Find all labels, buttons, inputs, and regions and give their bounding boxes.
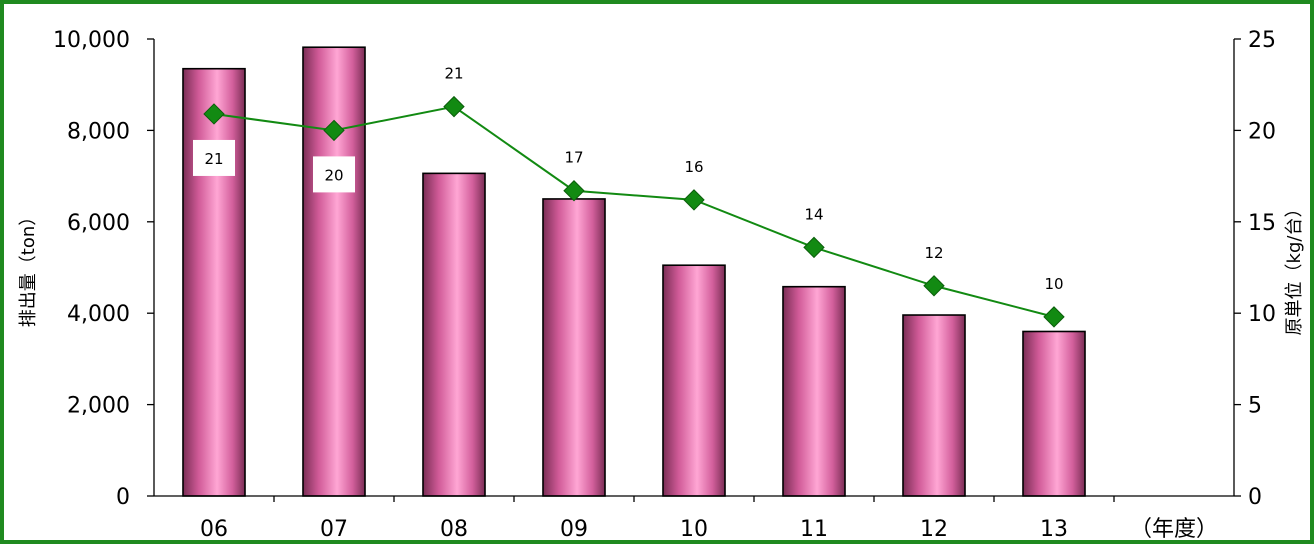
data-label: 21 xyxy=(204,150,223,168)
line-marker-12 xyxy=(923,275,945,297)
line-marker-10 xyxy=(683,189,705,211)
x-tick-label: 10 xyxy=(680,517,708,542)
bar-12 xyxy=(902,314,966,497)
bar-07 xyxy=(302,46,366,497)
data-label: 12 xyxy=(924,244,943,262)
bar-11 xyxy=(782,285,846,497)
y-tick-label-right: 20 xyxy=(1248,119,1276,144)
line-marker-07 xyxy=(323,119,345,142)
bar-08 xyxy=(422,172,486,497)
x-tick-label: 06 xyxy=(200,517,228,542)
line-marker-11 xyxy=(803,236,825,259)
x-tick-label: 12 xyxy=(920,517,948,542)
axes-group xyxy=(147,38,1241,502)
x-tick-label: 07 xyxy=(320,517,348,542)
y-axis-title-left: 排出量（ton） xyxy=(18,208,39,327)
x-tick-label: 13 xyxy=(1040,517,1068,542)
y-tick-label-left: 4,000 xyxy=(67,302,130,327)
y-tick-label-right: 25 xyxy=(1248,28,1276,53)
data-label: 17 xyxy=(564,149,583,167)
line-marker-09 xyxy=(563,180,585,202)
bar-06 xyxy=(182,67,246,497)
y-tick-label-left: 10,000 xyxy=(53,28,130,53)
x-tick-label: 09 xyxy=(560,517,588,542)
line-series xyxy=(213,105,1055,318)
bars-group xyxy=(182,46,1086,497)
y-tick-label-left: 6,000 xyxy=(67,211,130,236)
line-marker-13 xyxy=(1043,306,1065,328)
y-tick-label-right: 10 xyxy=(1248,302,1276,327)
y-tick-label-left: 2,000 xyxy=(67,394,130,419)
data-label: 21 xyxy=(444,65,463,83)
bar-10 xyxy=(662,264,726,497)
data-label: 10 xyxy=(1044,275,1063,293)
x-unit-label: （年度） xyxy=(1130,517,1218,542)
line-series-group xyxy=(203,95,1065,328)
y-tick-label-right: 15 xyxy=(1248,211,1276,236)
chart: 0 2,000 4,000 6,000 8,000 10,000 0 5 10 15 20 25 06 0… xyxy=(18,28,1305,542)
y-tick-label-right: 0 xyxy=(1248,485,1262,510)
bar-09 xyxy=(542,198,606,497)
x-tick-label: 08 xyxy=(440,517,468,542)
y-axis-title-right: 原単位（kg/台） xyxy=(1284,200,1305,336)
y-tick-label-left: 0 xyxy=(116,485,130,510)
data-label: 16 xyxy=(684,158,703,176)
data-label-box xyxy=(313,156,355,193)
line-marker-08 xyxy=(443,95,465,118)
data-label: 14 xyxy=(804,205,823,223)
x-tick-label: 11 xyxy=(800,517,828,542)
bar-13 xyxy=(1022,330,1086,497)
data-label-box xyxy=(193,139,235,176)
y-tick-label-right: 5 xyxy=(1248,394,1262,419)
y-tick-label-left: 8,000 xyxy=(67,119,130,144)
line-marker-06 xyxy=(203,103,225,125)
text-group: 0 2,000 4,000 6,000 8,000 10,000 0 5 10 15 20 25 06 0… xyxy=(18,28,1305,542)
data-label: 20 xyxy=(324,166,343,184)
